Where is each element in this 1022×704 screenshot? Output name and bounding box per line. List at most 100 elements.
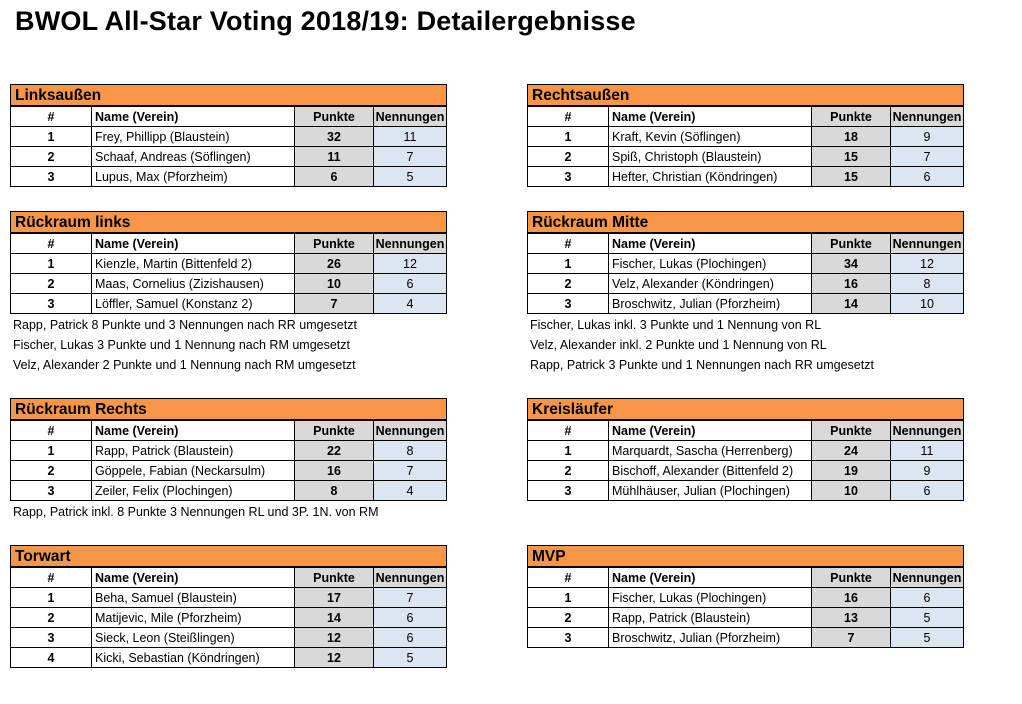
player-name-cell: Marquardt, Sascha (Herrenberg) [608, 440, 812, 461]
column-header-name: Name (Verein) [608, 567, 812, 588]
nominations-cell: 7 [373, 587, 447, 608]
rank-cell: 1 [10, 587, 92, 608]
rank-cell: 2 [10, 146, 92, 167]
table-row: 3 Hefter, Christian (Köndringen) 15 6 [527, 166, 964, 187]
player-name-cell: Velz, Alexander (Köndringen) [608, 273, 812, 294]
column-header-rank: # [10, 233, 92, 254]
rank-cell: 3 [527, 627, 609, 648]
note-line: Rapp, Patrick 8 Punkte und 3 Nennungen n… [13, 318, 357, 332]
rank-cell: 3 [10, 166, 92, 187]
table-row: 1 Fischer, Lukas (Plochingen) 34 12 [527, 253, 964, 274]
table-row: 1 Rapp, Patrick (Blaustein) 22 8 [10, 440, 447, 461]
column-header-points: Punkte [811, 420, 891, 441]
nominations-cell: 9 [890, 460, 964, 481]
section-kreislaeufer: Kreisläufer # Name (Verein) Punkte Nennu… [527, 398, 964, 501]
player-name-cell: Schaaf, Andreas (Söflingen) [91, 146, 295, 167]
column-header-row: # Name (Verein) Punkte Nennungen [10, 233, 447, 254]
points-cell: 17 [294, 587, 374, 608]
note-line: Rapp, Patrick inkl. 8 Punkte 3 Nennungen… [13, 505, 379, 519]
table-row: 4 Kicki, Sebastian (Köndringen) 12 5 [10, 647, 447, 668]
player-name-cell: Rapp, Patrick (Blaustein) [608, 607, 812, 628]
table-row: 3 Sieck, Leon (Steißlingen) 12 6 [10, 627, 447, 648]
results-table: # Name (Verein) Punkte Nennungen 1 Kraft… [527, 106, 964, 187]
nominations-cell: 9 [890, 126, 964, 147]
note-line: Velz, Alexander inkl. 2 Punkte und 1 Nen… [530, 338, 827, 352]
column-header-rank: # [527, 420, 609, 441]
player-name-cell: Frey, Phillipp (Blaustein) [91, 126, 295, 147]
nominations-cell: 5 [373, 166, 447, 187]
player-name-cell: Sieck, Leon (Steißlingen) [91, 627, 295, 648]
results-table: # Name (Verein) Punkte Nennungen 1 Rapp,… [10, 420, 447, 501]
table-row: 3 Zeiler, Felix (Plochingen) 8 4 [10, 480, 447, 501]
player-name-cell: Lupus, Max (Pforzheim) [91, 166, 295, 187]
nominations-cell: 6 [890, 587, 964, 608]
player-name-cell: Fischer, Lukas (Plochingen) [608, 253, 812, 274]
table-row: 3 Löffler, Samuel (Konstanz 2) 7 4 [10, 293, 447, 314]
rank-cell: 4 [10, 647, 92, 668]
table-row: 2 Maas, Cornelius (Zizishausen) 10 6 [10, 273, 447, 294]
column-header-nominations: Nennungen [373, 233, 447, 254]
nominations-cell: 11 [373, 126, 447, 147]
section-title: Torwart [10, 545, 447, 567]
nominations-cell: 7 [373, 460, 447, 481]
table-row: 2 Schaaf, Andreas (Söflingen) 11 7 [10, 146, 447, 167]
column-header-points: Punkte [294, 567, 374, 588]
points-cell: 16 [811, 587, 891, 608]
table-row: 1 Frey, Phillipp (Blaustein) 32 11 [10, 126, 447, 147]
points-cell: 32 [294, 126, 374, 147]
rank-cell: 3 [10, 480, 92, 501]
column-header-nominations: Nennungen [890, 567, 964, 588]
points-cell: 34 [811, 253, 891, 274]
table-row: 3 Broschwitz, Julian (Pforzheim) 14 10 [527, 293, 964, 314]
rank-cell: 1 [527, 126, 609, 147]
nominations-cell: 5 [890, 627, 964, 648]
column-header-row: # Name (Verein) Punkte Nennungen [527, 233, 964, 254]
nominations-cell: 6 [890, 166, 964, 187]
table-row: 2 Matijevic, Mile (Pforzheim) 14 6 [10, 607, 447, 628]
points-cell: 19 [811, 460, 891, 481]
player-name-cell: Kraft, Kevin (Söflingen) [608, 126, 812, 147]
column-header-row: # Name (Verein) Punkte Nennungen [527, 420, 964, 441]
column-header-name: Name (Verein) [91, 567, 295, 588]
nominations-cell: 5 [890, 607, 964, 628]
column-header-rank: # [10, 567, 92, 588]
nominations-cell: 12 [373, 253, 447, 274]
section-linksaussen: Linksaußen # Name (Verein) Punkte Nennun… [10, 84, 447, 187]
column-header-rank: # [527, 567, 609, 588]
points-cell: 18 [811, 126, 891, 147]
results-table: # Name (Verein) Punkte Nennungen 1 Fisch… [527, 567, 964, 648]
column-header-row: # Name (Verein) Punkte Nennungen [527, 106, 964, 127]
column-header-name: Name (Verein) [608, 233, 812, 254]
note-line: Rapp, Patrick 3 Punkte und 1 Nennungen n… [530, 358, 874, 372]
table-row: 1 Beha, Samuel (Blaustein) 17 7 [10, 587, 447, 608]
rank-cell: 1 [10, 253, 92, 274]
section-title: Rückraum Rechts [10, 398, 447, 420]
table-row: 2 Bischoff, Alexander (Bittenfeld 2) 19 … [527, 460, 964, 481]
nominations-cell: 4 [373, 480, 447, 501]
column-header-nominations: Nennungen [890, 106, 964, 127]
nominations-cell: 6 [373, 273, 447, 294]
table-row: 2 Rapp, Patrick (Blaustein) 13 5 [527, 607, 964, 628]
section-torwart: Torwart # Name (Verein) Punkte Nennungen… [10, 545, 447, 668]
note-line: Fischer, Lukas inkl. 3 Punkte und 1 Nenn… [530, 318, 822, 332]
column-header-name: Name (Verein) [91, 233, 295, 254]
points-cell: 10 [811, 480, 891, 501]
results-table: # Name (Verein) Punkte Nennungen 1 Fisch… [527, 233, 964, 314]
column-header-row: # Name (Verein) Punkte Nennungen [10, 567, 447, 588]
rank-cell: 1 [10, 126, 92, 147]
section-title: Rückraum Mitte [527, 211, 964, 233]
points-cell: 15 [811, 146, 891, 167]
column-header-rank: # [527, 233, 609, 254]
player-name-cell: Hefter, Christian (Köndringen) [608, 166, 812, 187]
rank-cell: 2 [527, 607, 609, 628]
nominations-cell: 6 [373, 607, 447, 628]
rank-cell: 2 [10, 607, 92, 628]
page-title: BWOL All-Star Voting 2018/19: Detailerge… [15, 6, 636, 36]
column-header-name: Name (Verein) [608, 106, 812, 127]
column-header-nominations: Nennungen [890, 233, 964, 254]
section-title: Kreisläufer [527, 398, 964, 420]
table-row: 2 Göppele, Fabian (Neckarsulm) 16 7 [10, 460, 447, 481]
points-cell: 24 [811, 440, 891, 461]
column-header-points: Punkte [811, 567, 891, 588]
points-cell: 13 [811, 607, 891, 628]
